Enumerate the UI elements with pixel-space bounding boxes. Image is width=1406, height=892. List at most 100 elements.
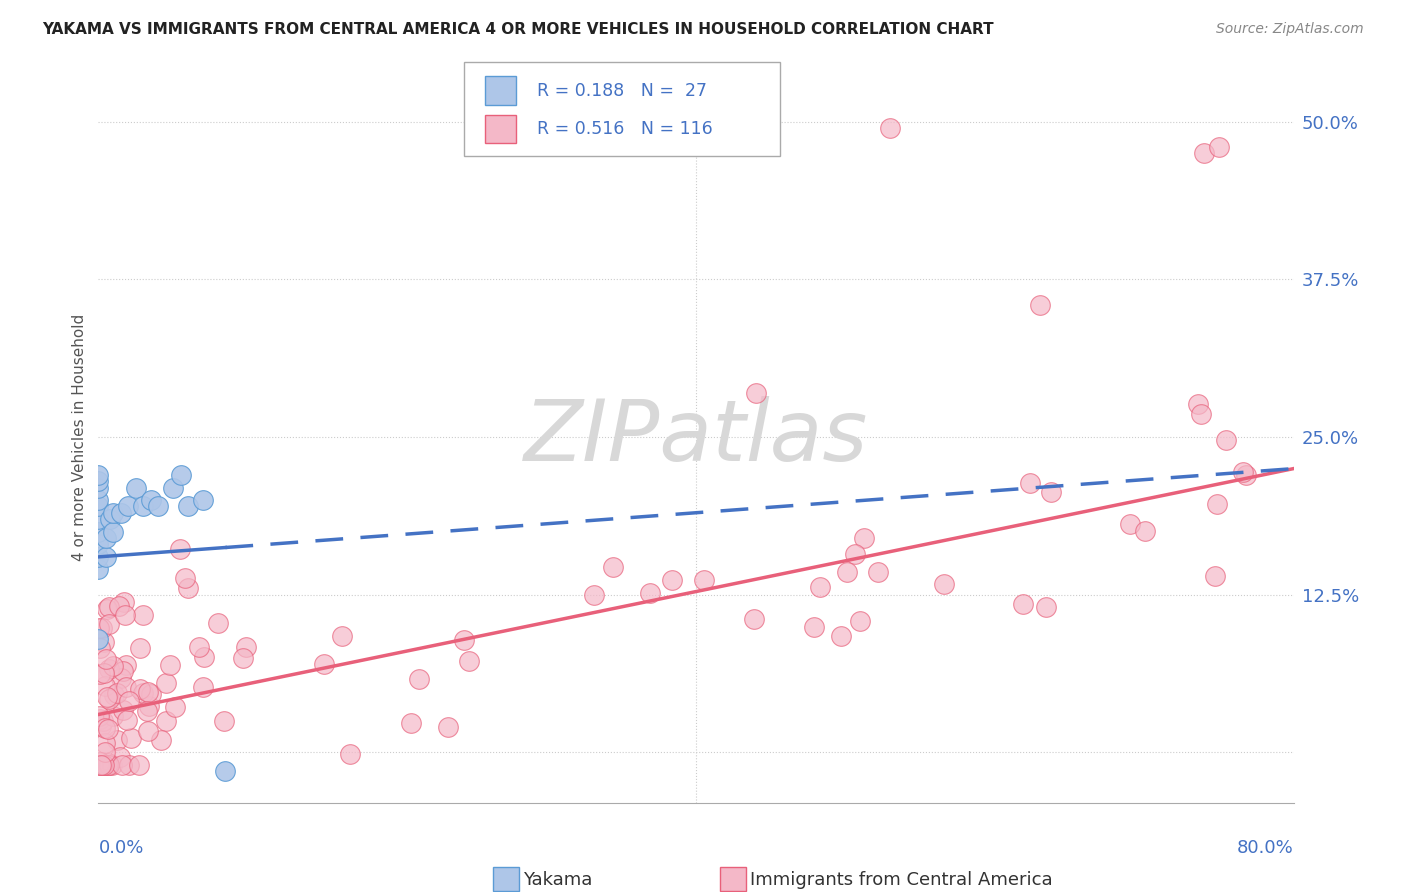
Point: [235, 640, 257, 654]
Point: [1012, 597, 1035, 611]
Point: [458, 654, 481, 668]
Text: Source: ZipAtlas.com: Source: ZipAtlas.com: [1216, 22, 1364, 37]
Point: [87, 549, 110, 564]
Point: [693, 573, 716, 587]
Point: [132, 686, 155, 700]
Point: [90, 758, 112, 772]
Point: [835, 565, 858, 579]
Point: [155, 714, 177, 728]
Point: [117, 500, 139, 514]
Point: [118, 758, 141, 772]
Point: [187, 640, 209, 654]
Point: [128, 758, 150, 772]
Point: [1192, 146, 1215, 161]
Point: [94, 549, 117, 564]
Point: [110, 506, 132, 520]
Point: [89, 709, 111, 723]
FancyBboxPatch shape: [494, 867, 519, 890]
Point: [1119, 517, 1142, 532]
Point: [87, 493, 110, 508]
Point: [89, 758, 111, 772]
Point: [1205, 498, 1227, 512]
Point: [97, 691, 120, 706]
Point: [97, 756, 120, 770]
Point: [90, 621, 112, 635]
Point: [87, 500, 110, 514]
Point: [159, 657, 181, 672]
Point: [117, 713, 139, 727]
Point: [101, 758, 124, 772]
Point: [339, 747, 361, 761]
Text: ZIPatlas: ZIPatlas: [524, 395, 868, 479]
Point: [141, 688, 163, 702]
Point: [94, 531, 117, 545]
Point: [94, 758, 117, 772]
Text: YAKAMA VS IMMIGRANTS FROM CENTRAL AMERICA 4 OR MORE VEHICLES IN HOUSEHOLD CORREL: YAKAMA VS IMMIGRANTS FROM CENTRAL AMERIC…: [42, 22, 994, 37]
Point: [103, 524, 125, 539]
Point: [810, 580, 832, 594]
Point: [112, 664, 135, 678]
Point: [139, 493, 162, 508]
Point: [155, 676, 177, 690]
Point: [1187, 397, 1209, 411]
Point: [114, 681, 136, 695]
Point: [330, 629, 353, 643]
Point: [107, 599, 129, 613]
Point: [93, 635, 115, 649]
Point: [1208, 140, 1230, 154]
Point: [136, 684, 159, 698]
Point: [312, 657, 335, 672]
Point: [90, 719, 112, 733]
Point: [98, 600, 121, 615]
Point: [162, 481, 184, 495]
Point: [101, 659, 124, 673]
Point: [93, 666, 115, 681]
Point: [176, 581, 198, 595]
Point: [453, 632, 475, 647]
Point: [87, 621, 110, 635]
Point: [97, 758, 120, 772]
Point: [96, 690, 118, 704]
Point: [93, 758, 115, 772]
Point: [1189, 407, 1212, 421]
Point: [849, 614, 872, 628]
Point: [96, 758, 118, 772]
Point: [1035, 600, 1057, 615]
Point: [112, 595, 135, 609]
Point: [879, 121, 901, 136]
Point: [94, 721, 117, 735]
Point: [129, 640, 152, 655]
Point: [934, 576, 956, 591]
Point: [212, 714, 235, 728]
Point: [1018, 475, 1040, 490]
Point: [112, 703, 135, 717]
Point: [89, 667, 111, 681]
Text: 80.0%: 80.0%: [1237, 839, 1294, 857]
Point: [101, 709, 124, 723]
Point: [852, 531, 875, 545]
Point: [138, 698, 160, 713]
Point: [89, 712, 111, 726]
Point: [87, 524, 110, 539]
Point: [111, 758, 134, 772]
Point: [1232, 466, 1254, 480]
Point: [148, 500, 170, 514]
Point: [87, 562, 110, 576]
Point: [661, 574, 683, 588]
Point: [1039, 484, 1062, 499]
Point: [125, 481, 148, 495]
Point: [437, 721, 460, 735]
Point: [132, 607, 155, 622]
Point: [87, 632, 110, 646]
Point: [193, 650, 215, 665]
Point: [87, 474, 110, 488]
Point: [93, 714, 115, 728]
Point: [90, 758, 112, 772]
Point: [163, 699, 186, 714]
Point: [103, 506, 125, 520]
Point: [90, 758, 112, 772]
Text: Yakama: Yakama: [523, 871, 592, 888]
Point: [105, 686, 128, 700]
Point: [1215, 434, 1237, 448]
Point: [191, 680, 214, 694]
